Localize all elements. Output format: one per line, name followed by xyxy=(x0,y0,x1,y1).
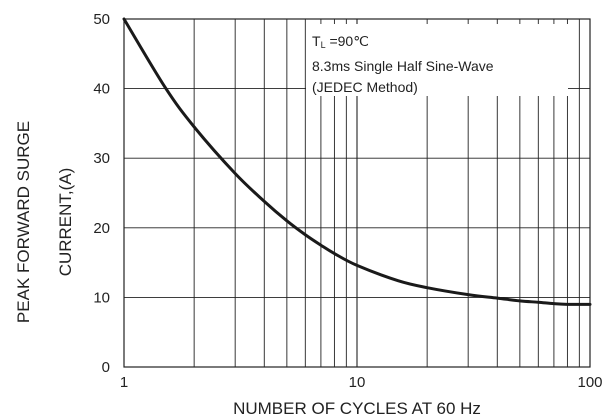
x-tick-label: 100 xyxy=(577,374,602,391)
y-axis-label-line-2: CURRENT,(A) xyxy=(56,168,75,277)
annotation-line-1: TL =90℃ xyxy=(312,33,369,50)
series xyxy=(122,17,592,306)
plot-frame xyxy=(123,18,591,368)
annotation-t: T xyxy=(312,33,321,49)
y-tick-label: 30 xyxy=(93,150,110,167)
tick-labels: 1 10 100 0 10 20 30 40 50 xyxy=(93,11,602,391)
y-tick-label: 40 xyxy=(93,81,110,98)
y-tick-label: 50 xyxy=(93,11,110,28)
x-axis-label: NUMBER OF CYCLES AT 60 Hz xyxy=(233,399,481,418)
annotation-temp: =90℃ xyxy=(326,33,369,49)
x-tick-label: 10 xyxy=(349,374,366,391)
y-axis-label-line-1: PEAK FORWARD SURGE xyxy=(14,121,33,323)
y-tick-label: 20 xyxy=(93,220,110,237)
annotation-line-2: 8.3ms Single Half Sine-Wave xyxy=(312,58,494,74)
surge-current-curve xyxy=(122,17,592,306)
annotation-subscript: L xyxy=(321,40,326,50)
y-tick-label: 0 xyxy=(102,359,110,376)
x-tick-label: 1 xyxy=(120,374,128,391)
y-tick-label: 10 xyxy=(93,289,110,306)
annotation-line-3: (JEDEC Method) xyxy=(312,79,418,95)
annotation-box: TL =90℃ 8.3ms Single Half Sine-Wave (JED… xyxy=(306,24,568,96)
